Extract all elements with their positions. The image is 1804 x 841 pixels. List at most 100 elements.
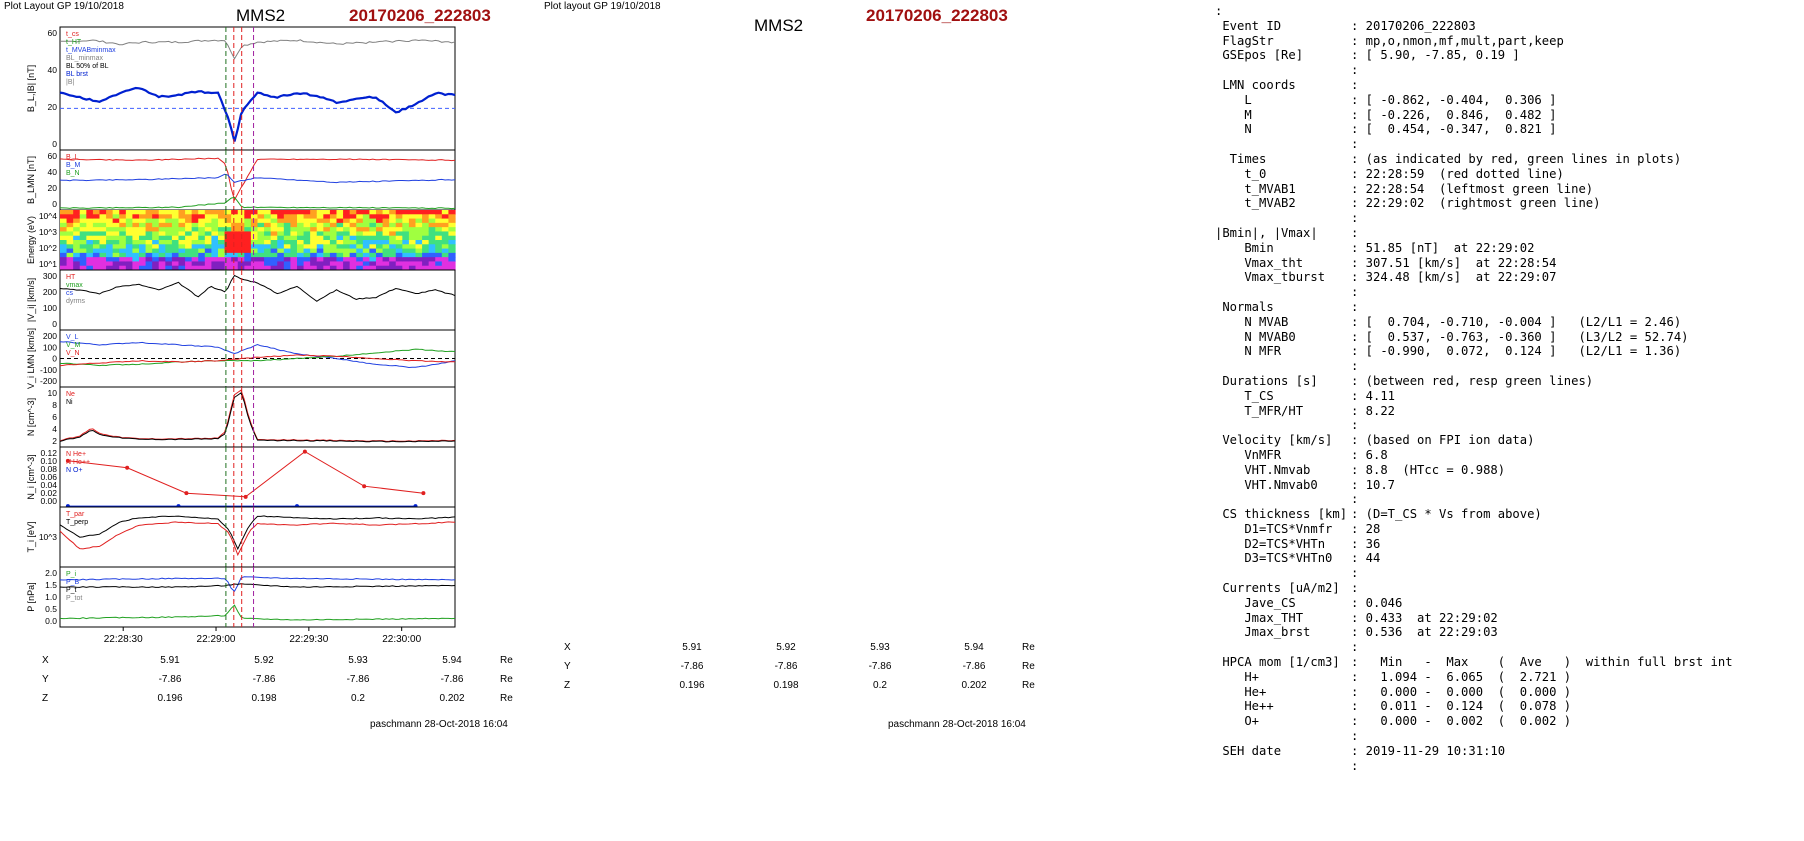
series-line-P_i	[59, 604, 456, 621]
heatmap-cell	[92, 222, 101, 228]
heatmap-cell	[290, 231, 298, 237]
legend-entry: Ni	[66, 399, 73, 406]
heatmap-cell	[171, 222, 180, 228]
summary-line: :	[1215, 759, 1733, 774]
heatmap-cell	[343, 265, 351, 271]
heatmap-cell	[92, 210, 101, 215]
heatmap-cell	[441, 248, 450, 254]
heatmap-cell	[264, 235, 272, 241]
summary-key: Durations [s]	[1215, 373, 1318, 388]
heatmap-cell	[152, 210, 160, 215]
heatmap-cell	[402, 210, 410, 215]
heatmap-cell	[303, 265, 311, 271]
summary-key: t_MVAB1	[1215, 181, 1296, 196]
heatmap-cell	[290, 261, 298, 267]
heatmap-cell	[211, 227, 219, 233]
heatmap-cell	[329, 257, 338, 263]
heatmap-cell	[86, 227, 94, 233]
heatmap-cell	[448, 248, 456, 254]
heatmap-cell	[323, 214, 331, 220]
legend-entry: T_par	[66, 511, 85, 518]
heatmap-cell	[60, 252, 68, 258]
heatmap-cell	[237, 231, 245, 237]
legend-entry: B_M	[66, 162, 81, 169]
heatmap-cell	[448, 240, 456, 245]
heatmap-cell	[270, 235, 278, 241]
heatmap-cell	[402, 227, 410, 233]
heatmap-cell	[336, 210, 344, 215]
heatmap-cell	[139, 222, 147, 228]
heatmap-cell	[376, 240, 384, 245]
position-value: -7.86	[252, 674, 276, 685]
heatmap-cell	[139, 252, 147, 258]
summary-key: He++	[1215, 699, 1274, 714]
summary-value: : (D=T_CS * Vs from above)	[1351, 507, 1542, 522]
heatmap-cell	[185, 265, 193, 271]
heatmap-cell	[125, 235, 134, 241]
y-tick-label: 20	[48, 183, 58, 193]
heatmap-cell	[382, 218, 390, 224]
heatmap-cell	[125, 210, 134, 215]
heatmap-cell	[428, 218, 436, 224]
heatmap-cell	[231, 218, 239, 224]
heatmap-cell	[382, 252, 390, 258]
heatmap-cell	[132, 210, 140, 215]
heatmap-cell	[185, 214, 193, 220]
position-unit: Re	[1022, 661, 1035, 672]
summary-key: N MFR	[1215, 344, 1282, 359]
heatmap-cell	[343, 240, 351, 245]
heatmap-cell	[297, 265, 305, 271]
heatmap-cell	[441, 261, 450, 267]
heatmap-cell	[277, 227, 285, 233]
y-tick-label: 1.5	[45, 580, 57, 590]
heatmap-cell	[303, 218, 311, 224]
heatmap-cell	[66, 210, 74, 215]
panel-frame	[59, 269, 456, 331]
summary-value: : 0.000 - 0.000 ( 0.000 )	[1351, 684, 1572, 699]
heatmap-cell	[369, 227, 377, 233]
summary-value: :	[1351, 758, 1359, 773]
heatmap-cell	[132, 265, 140, 271]
heatmap-cell	[198, 235, 206, 241]
heatmap-cell	[99, 265, 107, 271]
heatmap-cell	[283, 265, 292, 271]
heatmap-cell	[112, 210, 120, 215]
heatmap-cell	[250, 265, 259, 271]
heatmap-cell	[198, 244, 206, 250]
heatmap-cell	[112, 240, 120, 245]
heatmap-cell	[119, 257, 127, 263]
heatmap-cell	[165, 240, 173, 245]
y-axis-label: T_i [eV]	[26, 521, 36, 552]
heatmap-cell	[382, 261, 390, 267]
heatmap-cell	[198, 248, 206, 254]
heatmap-cell	[415, 222, 423, 228]
summary-line: He+: 0.000 - 0.000 ( 0.000 )	[1215, 685, 1733, 700]
series-line-V_L	[59, 341, 456, 369]
heatmap-cell	[165, 231, 173, 237]
heatmap-cell	[257, 244, 265, 250]
heatmap-cell	[369, 231, 377, 237]
heatmap-cell	[316, 210, 324, 215]
heatmap-cell	[125, 252, 134, 258]
x-tick-label: 22:28:30	[104, 634, 143, 645]
heatmap-cell	[152, 235, 160, 241]
heatmap-cell	[435, 248, 443, 254]
heatmap-cell	[408, 257, 417, 263]
heatmap-cell	[310, 261, 318, 267]
heatmap-cell	[277, 252, 285, 258]
heatmap-cell	[231, 248, 239, 254]
heatmap-cell	[408, 248, 417, 254]
heatmap-cell	[165, 244, 173, 250]
summary-value: : 6.8	[1351, 447, 1388, 462]
summary-value: : 22:28:54 (leftmost green line)	[1351, 181, 1594, 196]
heatmap-cell	[198, 231, 206, 237]
legend-entry: V_M	[66, 342, 81, 349]
data-point	[184, 491, 189, 496]
heatmap-cell	[178, 222, 186, 228]
summary-key: Bmin	[1215, 240, 1274, 255]
heatmap-cell	[283, 240, 292, 245]
panel-left-HPCA: 0.120.100.080.060.040.020.00 N_i [cm^-3] N…	[26, 446, 456, 509]
heatmap-cell	[171, 218, 180, 224]
heatmap-cell	[125, 244, 134, 250]
position-label: Z	[42, 693, 49, 704]
